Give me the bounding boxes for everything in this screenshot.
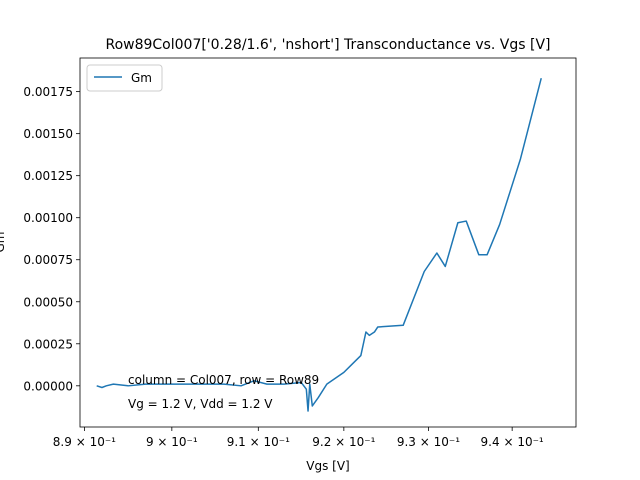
annotation-layer: column = Col007, row = Row89 Vg = 1.2 V,… [128, 373, 319, 411]
x-tick-label: 9.3 × 10⁻¹ [397, 435, 460, 449]
annotation-voltages: Vg = 1.2 V, Vdd = 1.2 V [128, 397, 273, 411]
x-tick-label: 8.9 × 10⁻¹ [53, 435, 116, 449]
plot-area [80, 58, 576, 427]
y-tick-label: 0.00150 [23, 127, 73, 141]
axes-background [80, 58, 576, 427]
legend-label-gm: Gm [131, 71, 152, 85]
y-tick-label: 0.00025 [23, 337, 73, 351]
y-axis: 0.00000 0.00025 0.00050 0.00075 0.00100 0.001… [23, 85, 80, 393]
y-tick-label: 0.00175 [23, 85, 73, 99]
y-axis-label: Gm [0, 232, 7, 253]
x-tick-label: 9.4 × 10⁻¹ [481, 435, 544, 449]
chart-title: Row89Col007['0.28/1.6', 'nshort'] Transc… [105, 37, 550, 53]
y-tick-label: 0.00050 [23, 295, 73, 309]
y-tick-label: 0.00075 [23, 253, 73, 267]
series-line-gm [96, 77, 542, 412]
axes-frame [79, 57, 577, 428]
y-tick-label: 0.00100 [23, 211, 73, 225]
x-tick-label: 9.1 × 10⁻¹ [227, 435, 290, 449]
annotation-position: column = Col007, row = Row89 [128, 373, 319, 387]
legend-box [86, 64, 163, 92]
x-axis: 8.9 × 10⁻¹ 9 × 10⁻¹ 9.1 × 10⁻¹ 9.2 × 10⁻¹ 9.… [53, 427, 544, 449]
x-axis-label: Vgs [V] [306, 459, 349, 473]
x-tick-label: 9 × 10⁻¹ [146, 435, 198, 449]
y-tick-label: 0.00125 [23, 169, 73, 183]
legend: Gm [86, 64, 163, 92]
x-tick-label: 9.2 × 10⁻¹ [312, 435, 375, 449]
series-layer [96, 77, 542, 412]
y-tick-label: 0.00000 [23, 379, 73, 393]
